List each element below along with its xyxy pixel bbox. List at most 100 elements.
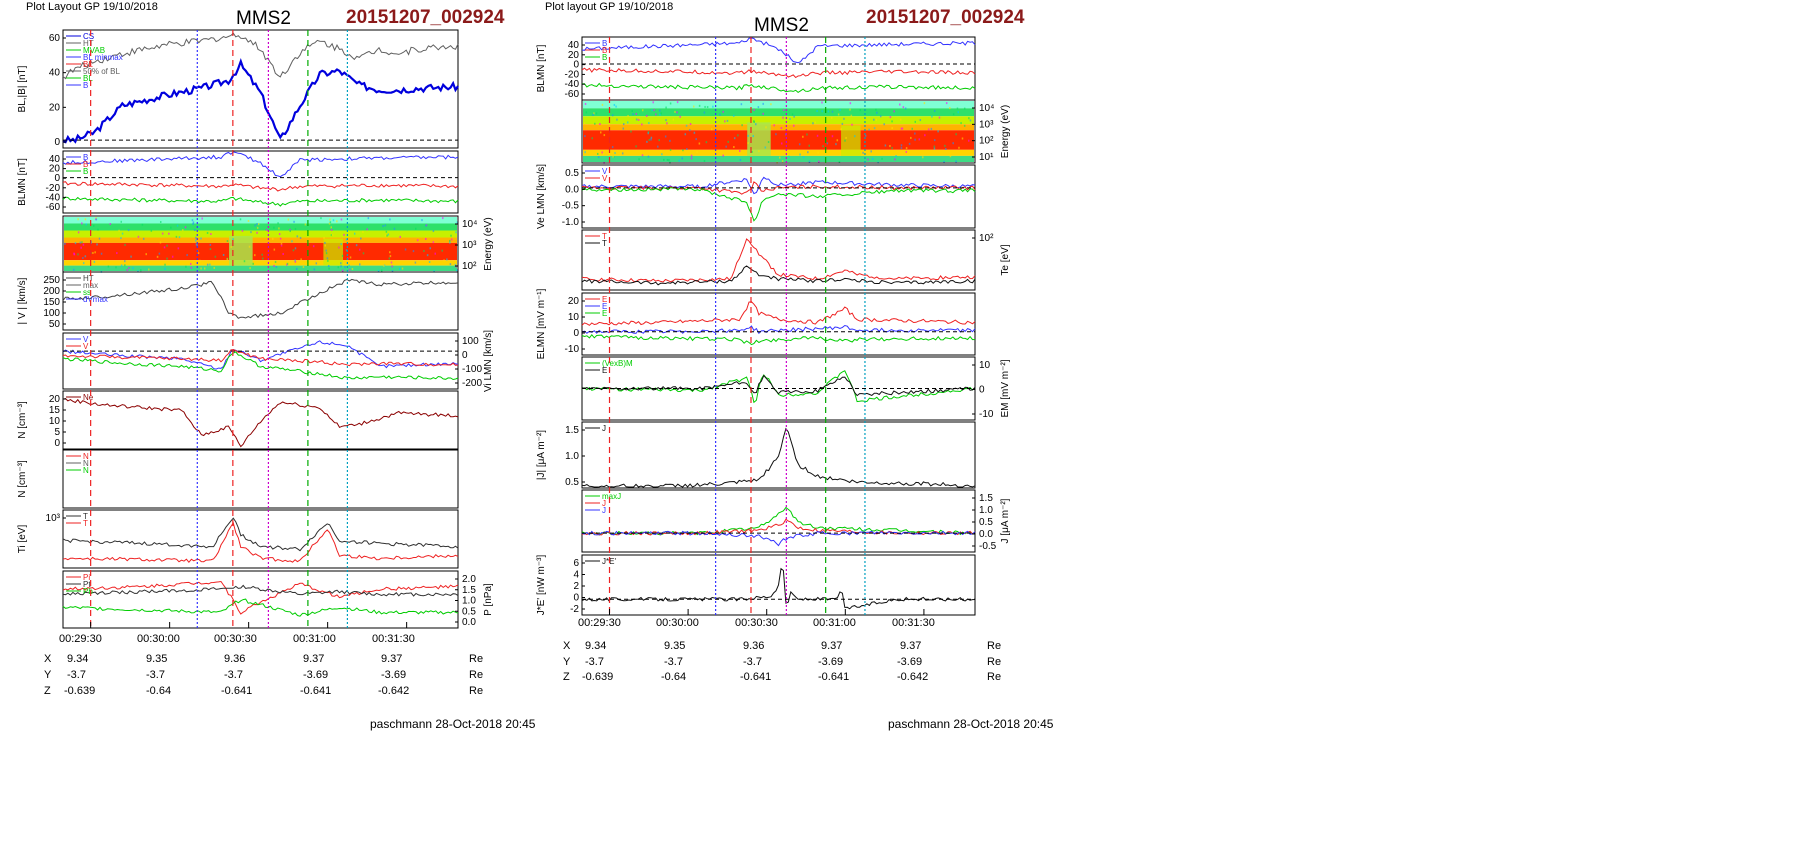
heatmap-speckle [387,233,390,236]
heatmap-speckle [126,269,129,272]
heatmap-speckle [280,242,283,245]
heatmap-band [583,101,974,109]
heatmap-speckle [655,113,657,116]
heatmap-speckle [875,118,878,121]
heatmap-speckle [77,218,79,221]
series-line [62,521,459,563]
heatmap-speckle [840,128,842,131]
y-tick-label: 200 [43,286,60,297]
heatmap-speckle [336,220,338,223]
heatmap-speckle [779,156,781,159]
heatmap-speckle [641,154,644,157]
heatmap-speckle [657,145,659,148]
panel-frame [581,164,976,229]
heatmap-speckle [386,234,388,237]
heatmap-speckle [291,240,293,243]
y-axis-label: BL,|B| [nT] [17,65,28,112]
heatmap-speckle [325,252,328,255]
y-axis-label: ELMN [mV m⁻¹] [536,288,547,359]
heatmap-speckle [738,149,741,152]
heatmap-speckle [159,241,162,244]
heatmap-speckle [142,237,145,240]
series-line [581,265,976,286]
heatmap-speckle [911,127,913,130]
heatmap-speckle [693,131,696,134]
heatmap-speckle [889,116,892,119]
heatmap-speckle [366,228,368,231]
heatmap-speckle [164,267,166,270]
heatmap-speckle [272,237,274,240]
heatmap-speckle [124,264,126,267]
heatmap-speckle [82,256,84,259]
heatmap-speckle [197,252,200,255]
y-tick-label: 10² [462,261,477,272]
heatmap-speckle [325,249,327,252]
series-line [62,196,459,207]
y-tick-label: 20 [568,50,580,61]
heatmap-speckle [425,237,427,240]
heatmap-speckle [345,249,348,252]
heatmap-speckle [914,138,916,141]
heatmap-speckle [382,225,384,228]
heatmap-speckle [661,153,663,156]
heatmap-speckle [695,138,697,141]
heatmap-speckle [247,219,250,222]
heatmap-speckle [262,257,264,260]
legend-entry: MVAB [83,46,105,55]
heatmap-speckle [189,262,192,265]
heatmap-speckle [190,266,193,269]
heatmap-speckle [789,117,791,120]
heatmap-speckle [79,241,82,244]
heatmap-speckle [93,260,96,263]
heatmap-speckle [724,120,726,123]
heatmap-speckle [703,159,706,162]
legend-entry: BL [83,74,93,83]
position-value: -3.7 [67,669,86,681]
heatmap-speckle [226,258,229,261]
panel-frame [581,554,976,616]
position-value: 9.36 [224,653,246,665]
heatmap-speckle [148,268,150,271]
position-value: -0.641 [740,671,772,683]
heatmap-speckle [337,266,340,269]
series-line [62,598,459,617]
heatmap-speckle [313,268,316,271]
heatmap-band [64,260,457,266]
legend-entry: T [83,512,88,521]
heatmap-speckle [676,101,679,104]
heatmap-speckle [241,229,244,232]
heatmap-speckle [593,112,595,115]
position-row-label: Y [563,656,571,668]
heatmap-speckle [168,232,170,235]
heatmap-speckle [302,265,305,268]
heatmap-speckle [385,230,388,233]
series-line [581,67,976,79]
heatmap-speckle [100,252,103,255]
heatmap-speckle [739,158,742,161]
heatmap-speckle [698,142,701,145]
heatmap-speckle [340,265,342,268]
heatmap-speckle [116,252,118,255]
series-line [581,506,976,536]
heatmap-speckle [891,146,893,149]
heatmap-speckle [641,109,644,112]
heatmap-speckle [850,114,853,117]
heatmap-speckle [175,235,178,238]
heatmap-speckle [585,111,588,114]
heatmap-speckle [949,107,951,110]
heatmap-speckle [669,139,671,142]
heatmap-speckle [210,233,212,236]
heatmap-speckle [685,124,688,127]
y-tick-label: 1.5 [565,425,579,436]
heatmap-speckle [140,269,142,272]
heatmap-speckle [265,228,268,231]
heatmap-speckle [938,116,941,119]
heatmap-speckle [450,234,452,237]
heatmap-speckle [200,237,202,240]
position-value: -3.69 [897,656,923,668]
panel-frame [62,509,459,569]
heatmap-speckle [166,244,168,247]
heatmap-speckle [753,120,755,123]
position-unit: Re [987,640,1002,652]
heatmap-speckle [943,160,945,163]
